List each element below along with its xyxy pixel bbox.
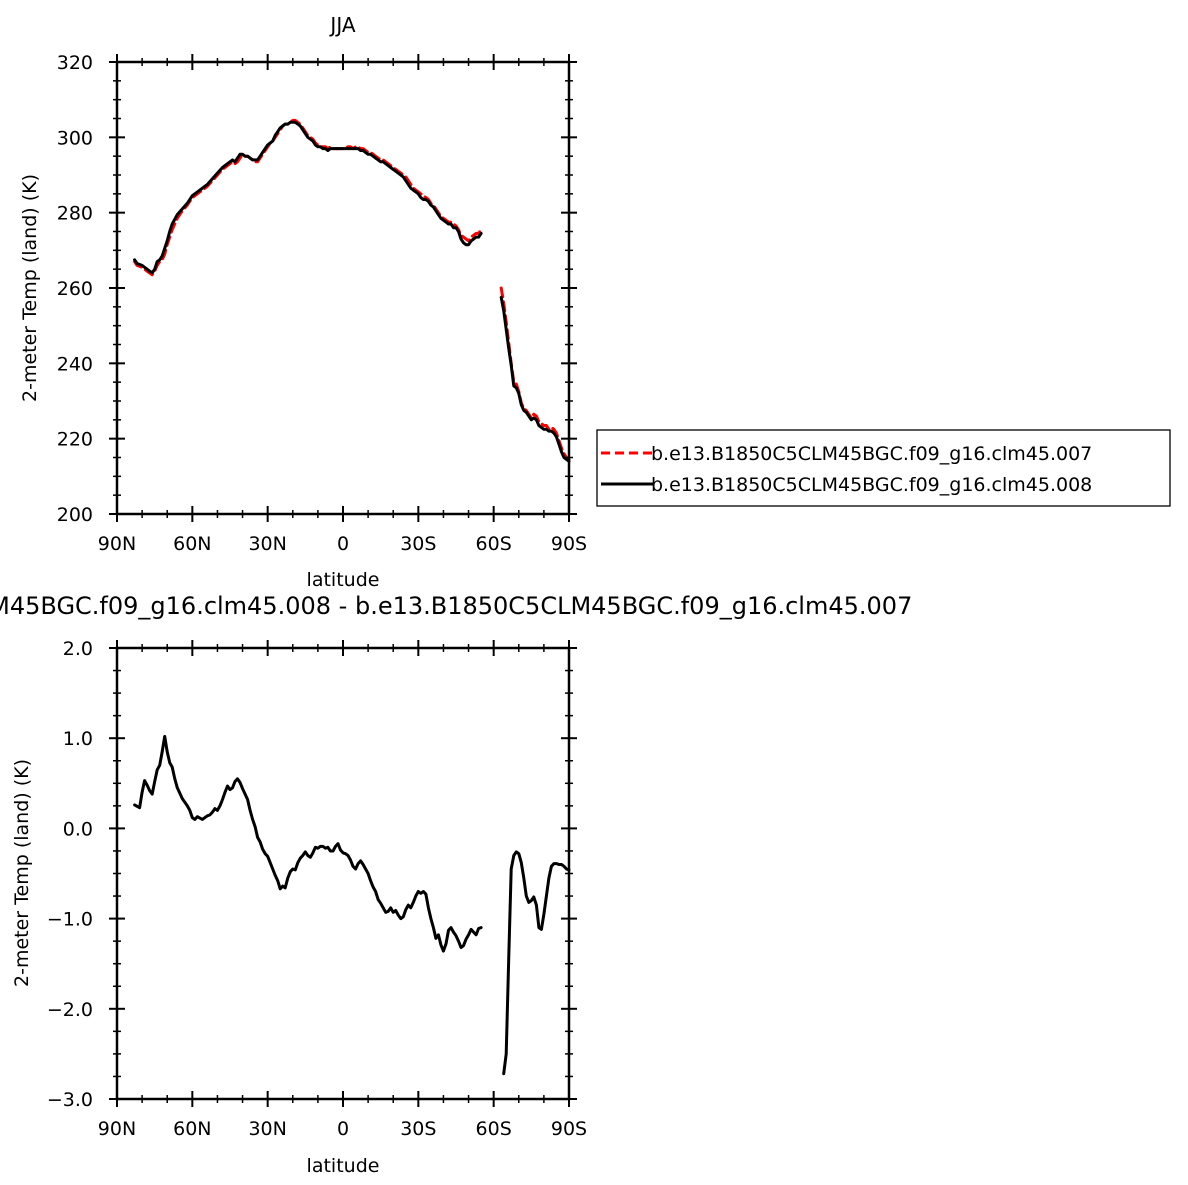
top-series-1-line-0 bbox=[133, 120, 483, 275]
top-series-1-line-1 bbox=[499, 295, 571, 463]
bottom-x-tick-label: 30S bbox=[400, 1118, 436, 1140]
top-y-tick-label: 300 bbox=[57, 127, 93, 149]
bottom-x-tick-label: 60S bbox=[476, 1118, 512, 1140]
top-axes: 200 220 240 260 280 300 320 90N 60N 30N 0 30S 60S 90S bbox=[57, 52, 587, 555]
bottom-y-tick-label: 2.0 bbox=[63, 638, 93, 660]
top-series-0-line-0 bbox=[133, 118, 483, 277]
top-x-tick-label: 90N bbox=[98, 533, 136, 555]
legend-box bbox=[596, 429, 1171, 507]
bottom-plot-frame bbox=[115, 646, 571, 1101]
top-x-tick-label: 0 bbox=[337, 533, 349, 555]
bottom-x-tick-label: 30N bbox=[248, 1118, 286, 1140]
top-series-layer bbox=[133, 118, 571, 463]
top-x-tick-label: 60N bbox=[173, 533, 211, 555]
legend-label-007: b.e13.B1850C5CLM45BGC.f09_g16.clm45.007 bbox=[651, 443, 1092, 465]
bottom-series-0-line-1 bbox=[502, 850, 571, 1076]
top-y-tick-label: 240 bbox=[57, 353, 93, 375]
bottom-y-tick-label: −1.0 bbox=[47, 909, 93, 931]
top-x-tick-label: 30S bbox=[400, 533, 436, 555]
top-x-axis-label: latitude bbox=[307, 569, 380, 591]
bottom-axes: −3.0 −2.0 −1.0 0.0 1.0 2.0 90N 60N 30N 0 30S 60S 90S bbox=[47, 638, 587, 1140]
bottom-x-tick-label: 0 bbox=[337, 1118, 349, 1140]
top-y-tick-label: 220 bbox=[57, 429, 93, 451]
bottom-series-0-line-0 bbox=[133, 734, 483, 953]
legend-label-008: b.e13.B1850C5CLM45BGC.f09_g16.clm45.008 bbox=[651, 474, 1092, 496]
bottom-x-tick-label: 90S bbox=[551, 1118, 587, 1140]
top-chart-title: JJA bbox=[328, 13, 355, 37]
top-y-tick-label: 260 bbox=[57, 278, 93, 300]
bottom-x-tick-label: 60N bbox=[173, 1118, 211, 1140]
top-y-tick-label: 200 bbox=[57, 504, 93, 526]
bottom-y-tick-label: 1.0 bbox=[63, 728, 93, 750]
top-chart: JJA 200 220 240 260 280 300 320 90N 60N 30N 0 30S 60… bbox=[19, 13, 1171, 591]
bottom-series-layer bbox=[133, 734, 571, 1076]
bottom-x-tick-label: 90N bbox=[98, 1118, 136, 1140]
bottom-y-tick-label: 0.0 bbox=[63, 818, 93, 840]
top-y-tick-label: 280 bbox=[57, 203, 93, 225]
bottom-y-tick-label: −3.0 bbox=[47, 1089, 93, 1111]
legend: b.e13.B1850C5CLM45BGC.f09_g16.clm45.007 … bbox=[596, 429, 1171, 507]
top-x-tick-label: 30N bbox=[248, 533, 286, 555]
bottom-x-axis-label: latitude bbox=[307, 1155, 380, 1177]
top-x-tick-label: 90S bbox=[551, 533, 587, 555]
top-y-tick-label: 320 bbox=[57, 52, 93, 74]
bottom-y-tick-label: −2.0 bbox=[47, 999, 93, 1021]
top-y-axis-label: 2-meter Temp (land) (K) bbox=[19, 174, 41, 402]
bottom-chart-title: b.e13.B1850C5CLM45BGC.f09_g16.clm45.008 … bbox=[0, 592, 912, 620]
bottom-chart: b.e13.B1850C5CLM45BGC.f09_g16.clm45.008 … bbox=[0, 592, 912, 1177]
top-x-tick-label: 60S bbox=[476, 533, 512, 555]
bottom-y-axis-label: 2-meter Temp (land) (K) bbox=[11, 759, 33, 987]
